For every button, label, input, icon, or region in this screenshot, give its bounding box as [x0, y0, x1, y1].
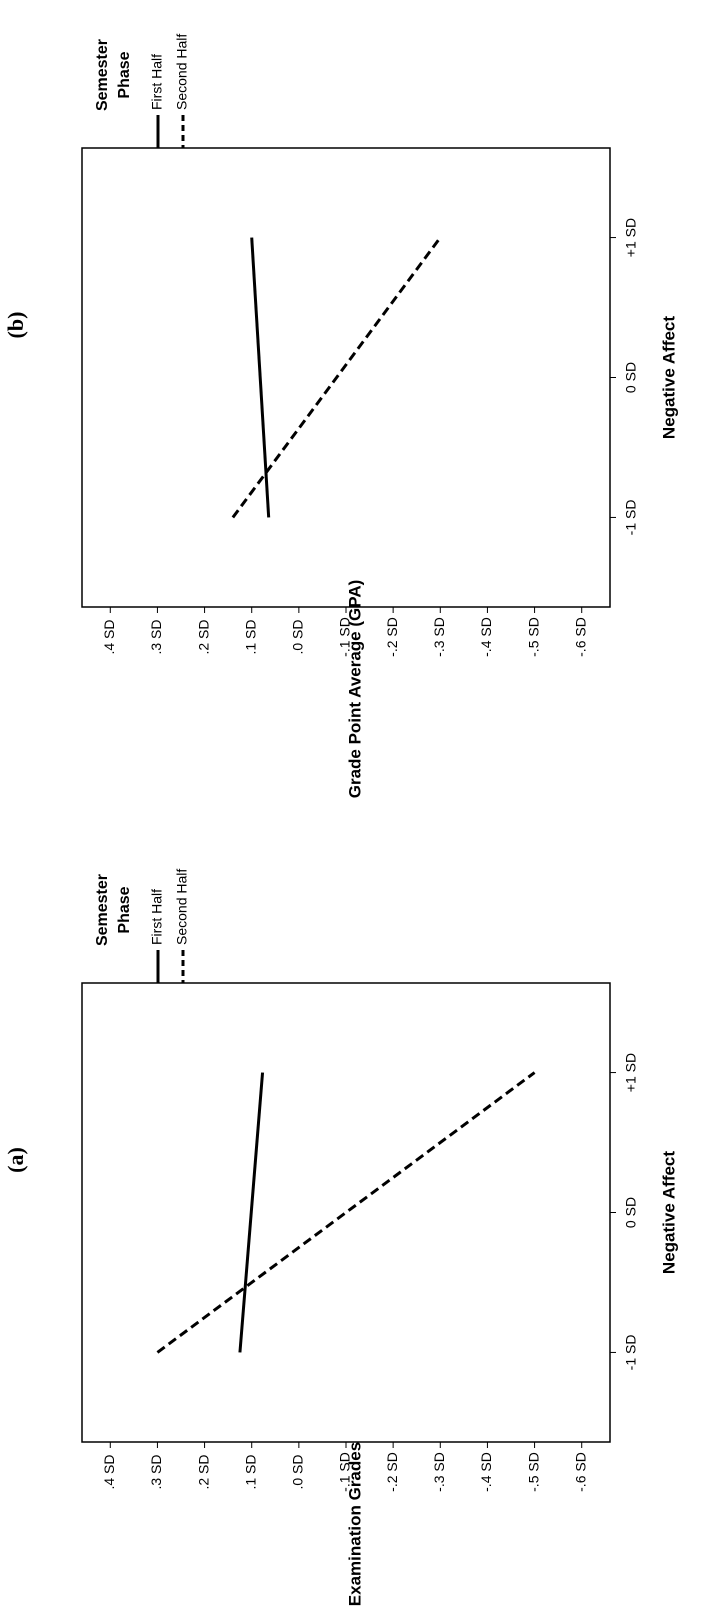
- y-tick-label: .3 SD: [148, 619, 164, 654]
- y-tick-label: -.1 SD: [337, 1452, 353, 1492]
- x-axis-title: Negative Affect: [659, 1151, 678, 1274]
- y-tick-label: -.1 SD: [337, 617, 353, 657]
- y-tick-label: -.6 SD: [572, 617, 588, 657]
- series-line: [238, 1072, 265, 1353]
- y-tick-label: -.4 SD: [478, 1452, 494, 1492]
- y-tick-label: .0 SD: [290, 1454, 306, 1489]
- x-tick-label: 0 SD: [623, 1197, 639, 1228]
- panel-title: (b): [3, 312, 28, 339]
- series-line: [156, 1071, 536, 1354]
- x-tick-label: +1 SD: [623, 1053, 639, 1092]
- y-axis-title: Examination Grades: [345, 1442, 364, 1606]
- x-tick-label: -1 SD: [623, 1335, 639, 1371]
- x-tick-label: +1 SD: [623, 218, 639, 257]
- y-tick-label: .1 SD: [242, 1454, 258, 1489]
- legend-label: First Half: [149, 889, 165, 945]
- legend-label: Second Half: [174, 869, 190, 945]
- legend-title: Phase: [116, 51, 133, 98]
- y-tick-label: -.4 SD: [478, 617, 494, 657]
- y-tick-label: .1 SD: [242, 619, 258, 654]
- y-tick-label: -.3 SD: [431, 617, 447, 657]
- y-tick-label: .4 SD: [101, 1454, 117, 1489]
- legend-title: Semester: [94, 874, 111, 946]
- y-tick-label: .0 SD: [290, 619, 306, 654]
- y-tick-label: -.2 SD: [384, 1452, 400, 1492]
- y-axis-title: Grade Point Average (GPA): [345, 580, 364, 799]
- y-tick-label: .2 SD: [195, 1454, 211, 1489]
- y-tick-label: -.5 SD: [525, 1452, 541, 1492]
- y-tick-label: -.6 SD: [572, 1452, 588, 1492]
- y-tick-label: .3 SD: [148, 1454, 164, 1489]
- plot-frame: [81, 982, 611, 1443]
- y-tick-label: -.2 SD: [384, 617, 400, 657]
- x-tick-label: 0 SD: [623, 362, 639, 393]
- x-axis-title: Negative Affect: [659, 316, 678, 439]
- legend-title: Semester: [94, 39, 111, 111]
- x-tick-label: -1 SD: [623, 500, 639, 536]
- legend-label: Second Half: [174, 34, 190, 110]
- y-tick-label: .2 SD: [195, 619, 211, 654]
- series-line: [250, 237, 271, 518]
- panel-title: (a): [3, 1147, 28, 1173]
- y-tick-label: .4 SD: [101, 619, 117, 654]
- legend-title: Phase: [116, 886, 133, 933]
- plot-frame: [81, 147, 611, 608]
- y-tick-label: -.5 SD: [525, 617, 541, 657]
- y-tick-label: -.3 SD: [431, 1452, 447, 1492]
- legend-label: First Half: [149, 54, 165, 110]
- series-line: [231, 236, 442, 519]
